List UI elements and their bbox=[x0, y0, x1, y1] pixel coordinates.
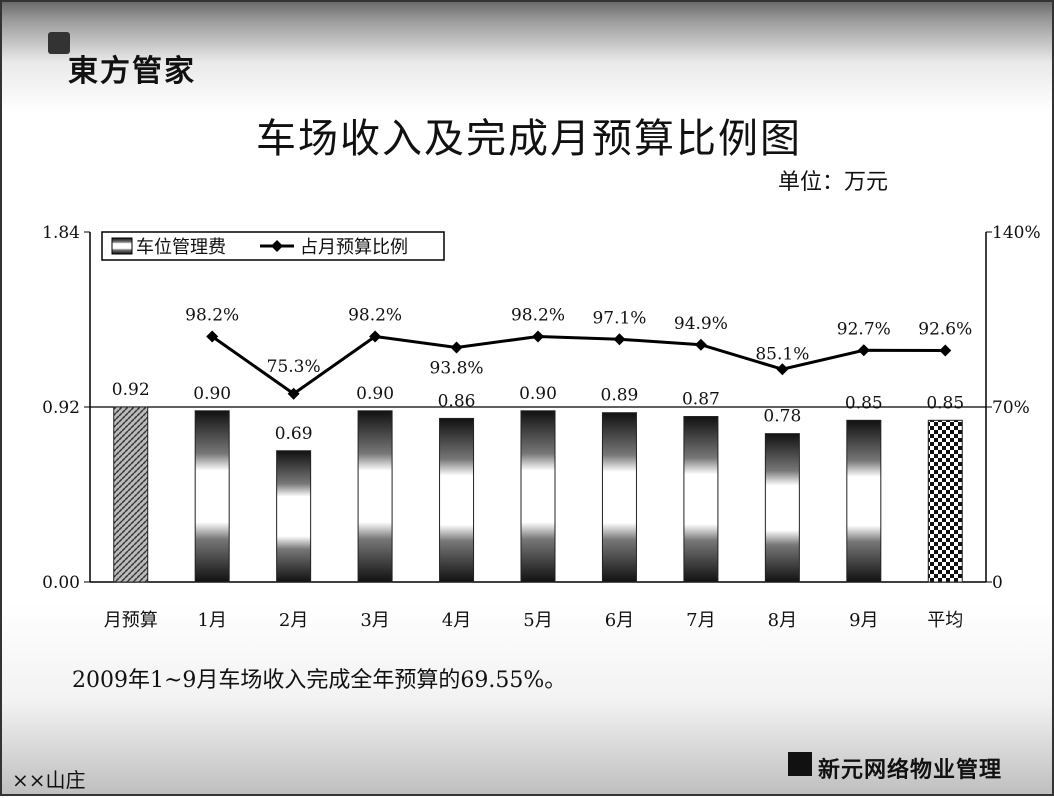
category-label: 4月 bbox=[442, 610, 471, 631]
bar bbox=[927, 419, 963, 583]
bar-value-label: 0.89 bbox=[601, 386, 639, 406]
category-label: 5月 bbox=[523, 610, 552, 631]
plot-area: 0.00 0.92 1.84 0 70% 140% 0.92 月预算 0.90 1月 0.69 2月 0… bbox=[42, 223, 1040, 631]
ratio-value-label: 93.8% bbox=[430, 359, 484, 379]
right-axis-tick-label: 0 bbox=[992, 573, 1003, 593]
ratio-value-label: 98.2% bbox=[185, 306, 239, 326]
category-label: 2月 bbox=[279, 610, 308, 631]
bar bbox=[194, 410, 230, 583]
ratio-line bbox=[211, 334, 946, 396]
bar bbox=[276, 450, 312, 583]
legend-line-label: 占月预算比例 bbox=[300, 237, 408, 258]
ratio-value-label: 75.3% bbox=[267, 357, 321, 377]
ratio-value-label: 98.2% bbox=[348, 306, 402, 326]
bar-value-label: 0.85 bbox=[926, 393, 964, 413]
category-label: 9月 bbox=[849, 610, 878, 631]
left-axis-tick-label: 0.92 bbox=[42, 398, 80, 418]
logo-seal-icon bbox=[48, 32, 70, 54]
bar-value-label: 0.92 bbox=[112, 380, 150, 400]
ratio-value-label: 85.1% bbox=[755, 344, 809, 364]
category-label: 月预算 bbox=[104, 610, 158, 631]
bar-value-label: 0.86 bbox=[438, 391, 476, 411]
category-label: 3月 bbox=[360, 610, 389, 631]
bar-value-label: 0.69 bbox=[275, 424, 313, 444]
ratio-point bbox=[287, 387, 300, 400]
ratio-point bbox=[613, 333, 626, 346]
ratio-point bbox=[939, 344, 952, 357]
unit-label: 单位：万元 bbox=[778, 170, 889, 195]
bar-value-label: 0.87 bbox=[682, 390, 720, 410]
company-logo-icon bbox=[788, 752, 812, 776]
bar bbox=[683, 416, 719, 583]
legend-line-marker bbox=[271, 240, 283, 252]
bar-value-label: 0.85 bbox=[845, 393, 883, 413]
category-label: 8月 bbox=[768, 610, 797, 631]
bar bbox=[520, 410, 556, 583]
ratio-point bbox=[450, 341, 463, 354]
category-label: 平均 bbox=[927, 610, 963, 631]
footer-location: ××山庄 bbox=[12, 768, 86, 792]
footer-company: 新元网络物业管理 bbox=[818, 757, 1003, 783]
chart-title: 车场收入及完成月预算比例图 bbox=[256, 116, 802, 162]
brand-logo: 東方管家 bbox=[68, 54, 196, 89]
category-label: 1月 bbox=[197, 610, 226, 631]
category-label: 7月 bbox=[686, 610, 715, 631]
legend-bar-swatch bbox=[111, 237, 133, 255]
bar-value-label: 0.90 bbox=[356, 384, 394, 404]
ratio-value-label: 92.7% bbox=[837, 319, 891, 339]
bar-value-label: 0.90 bbox=[519, 384, 557, 404]
bar-value-label: 0.78 bbox=[763, 407, 801, 427]
bar bbox=[764, 433, 800, 583]
category-label: 6月 bbox=[605, 610, 634, 631]
bar bbox=[601, 412, 637, 583]
bar bbox=[439, 417, 475, 583]
left-axis-tick-label: 1.84 bbox=[42, 223, 80, 243]
right-axis-tick-label: 140% bbox=[992, 223, 1041, 243]
ratio-point bbox=[857, 344, 870, 357]
bar-value-label: 0.90 bbox=[193, 384, 231, 404]
bar bbox=[846, 419, 882, 583]
ratio-point bbox=[206, 330, 219, 343]
ratio-value-label: 98.2% bbox=[511, 306, 565, 326]
ratio-value-label: 94.9% bbox=[674, 314, 728, 334]
ratio-value-label: 97.1% bbox=[592, 308, 646, 328]
ratio-point bbox=[532, 330, 544, 343]
legend-bar-label: 车位管理费 bbox=[136, 237, 226, 258]
left-axis-tick-label: 0.00 bbox=[42, 573, 80, 593]
ratio-point bbox=[369, 330, 382, 343]
ratio-point bbox=[776, 363, 789, 376]
summary-text: 2009年1~9月车场收入完成全年预算的69.55%。 bbox=[72, 668, 567, 693]
ratio-point bbox=[694, 338, 707, 351]
ratio-value-label: 92.6% bbox=[918, 320, 972, 340]
bar bbox=[113, 406, 149, 583]
bar bbox=[357, 410, 393, 583]
right-axis-tick-label: 70% bbox=[992, 398, 1030, 418]
